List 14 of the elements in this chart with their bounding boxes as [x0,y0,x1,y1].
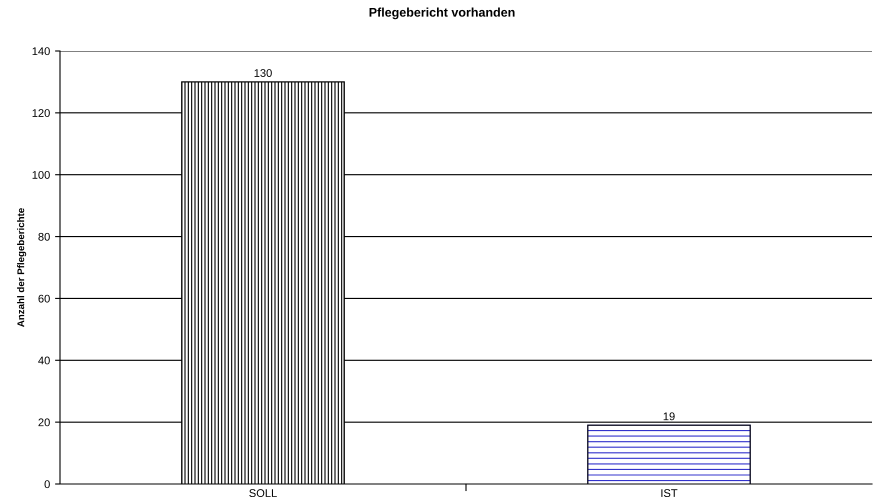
y-tick-label: 80 [38,232,50,241]
y-tick-label: 20 [38,418,50,426]
data-label: 19 [664,412,675,420]
y-tick-label: 40 [38,356,50,364]
y-tick-label: 0 [44,480,50,488]
y-tick-label: 140 [32,47,50,56]
x-tick-label: SOLL [249,489,277,498]
y-axis-title: Anzahl der Pflegeberichte [17,208,26,327]
y-tick-label: 120 [32,109,50,117]
data-label: 130 [254,69,272,77]
y-tick-label: 100 [32,170,50,179]
x-tick-label: IST [661,489,678,498]
chart-title: Pflegebericht vorhanden [370,8,515,20]
y-tick-label: 60 [38,294,50,303]
